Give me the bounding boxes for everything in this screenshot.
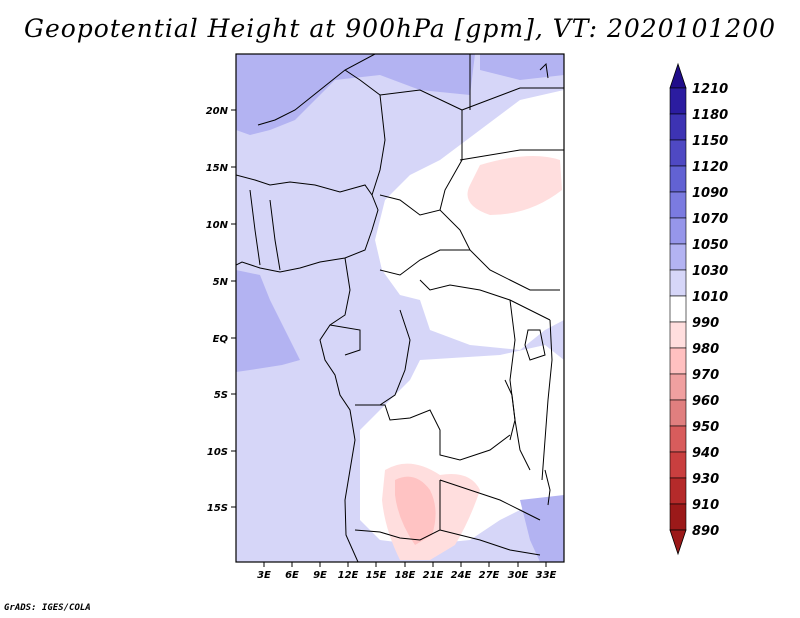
map-title: Geopotential Height at 900hPa [gpm], VT:… [23, 14, 777, 43]
colorbar-band [669, 425, 687, 453]
colorbar-band [669, 321, 687, 349]
colorbar-level-label: 890 [692, 524, 719, 539]
colorbar-level-label: 910 [692, 498, 719, 513]
lon-tick-label: 24E [451, 570, 472, 581]
lake-tanganyika [504, 379, 516, 441]
border-inland-west [269, 199, 281, 271]
field-970-980-south [395, 476, 436, 545]
lat-tick-label: 5N [213, 277, 229, 288]
colorbar-band [669, 373, 687, 401]
border-gabon [329, 324, 361, 356]
colorbar-level-label: 1120 [692, 160, 728, 175]
lat-axis: 20N 15N 10N 5N EQ 5S 10S 15S [206, 106, 236, 514]
border-chad-sudan [459, 149, 564, 161]
lon-tick-label: 33E [536, 570, 557, 581]
colorbar-band [669, 217, 687, 245]
map-frame [235, 53, 565, 563]
colorbar-level-label: 1070 [692, 212, 728, 227]
border-angola-drc [355, 404, 511, 461]
border-caprivi [439, 529, 541, 556]
west-central-coast [319, 257, 359, 562]
colorbar-band [669, 243, 687, 271]
colorbar-band [669, 399, 687, 427]
field-980-990-northeast [467, 156, 562, 215]
border-chad-north [379, 89, 463, 211]
colorbar-level-label: 1030 [692, 264, 728, 279]
colorbar-level-label: 930 [692, 472, 719, 487]
lon-tick-label: 15E [366, 570, 387, 581]
lake-victoria [524, 329, 546, 361]
colorbar-band [669, 87, 687, 115]
colorbar-level-label: 1180 [692, 108, 728, 123]
lon-tick-label: 12E [338, 570, 359, 581]
lon-tick-label: 27E [479, 570, 500, 581]
colorbar-level-label: 1090 [692, 186, 728, 201]
field-990-1010-center [375, 90, 564, 350]
colorbar-level-label: 980 [692, 342, 719, 357]
colorbar-level-label: 1210 [692, 82, 728, 97]
colorbar-band [669, 191, 687, 219]
lat-tick-label: 15S [207, 503, 228, 514]
colorbar-band [669, 347, 687, 375]
colorbar-band [669, 503, 687, 531]
colorbar-band [669, 139, 687, 167]
lon-tick-label: 9E [313, 570, 327, 581]
colorbar-band [669, 451, 687, 479]
lat-tick-label: EQ [213, 334, 229, 345]
height-field [236, 54, 564, 562]
border-west-coast [249, 189, 261, 266]
border-car-drc [419, 279, 551, 321]
lake-malawi [544, 469, 551, 506]
lon-tick-label: 21E [423, 570, 444, 581]
lat-tick-label: 10N [206, 220, 229, 231]
colorbar-level-label: 960 [692, 394, 719, 409]
field-1030-1050-northeast [480, 54, 564, 80]
colorbar-band [669, 165, 687, 193]
field-1030-1050-north [236, 54, 475, 135]
field-1030-1050-gulf [236, 270, 300, 372]
border-central-north [379, 194, 560, 291]
colorbar-level-label: 940 [692, 446, 719, 461]
colorbar: 1210 1180 1150 1120 1090 1070 1050 1030 1010 990 9… [669, 62, 728, 556]
border-east [541, 319, 553, 481]
border-zambia-south [439, 479, 541, 521]
colorbar-band [669, 113, 687, 141]
lat-tick-label: 10S [207, 447, 228, 458]
colorbar-level-label: 990 [692, 316, 719, 331]
colorbar-level-label: 1010 [692, 290, 728, 305]
nile-delta [539, 62, 549, 79]
political-boundaries [236, 54, 564, 562]
lon-tick-label: 30E [508, 570, 529, 581]
border-algeria-mali [257, 54, 376, 126]
field-1030-1050-southeast [520, 495, 564, 562]
border-libya-sudan [461, 87, 564, 111]
colorbar-band [669, 477, 687, 505]
colorbar-level-label: 970 [692, 368, 719, 383]
grads-credit: GrADS: IGES/COLA [4, 603, 91, 613]
border-angola-namibia [354, 480, 441, 541]
lon-tick-label: 18E [395, 570, 416, 581]
colorbar-arrow-top [669, 62, 687, 89]
lat-tick-label: 15N [206, 163, 229, 174]
west-africa-coast [236, 174, 379, 273]
colorbar-level-label: 950 [692, 420, 719, 435]
lat-tick-label: 20N [206, 106, 229, 117]
border-car-cameroon [379, 249, 470, 276]
colorbar-arrow-bottom [669, 529, 687, 556]
colorbar-level-label: 1050 [692, 238, 728, 253]
lon-axis: 3E 6E 9E 12E 15E 18E 21E 24E 27E 30E 33E [257, 562, 557, 581]
border-niger-west [344, 69, 386, 196]
colorbar-band [669, 295, 687, 323]
lat-tick-label: 5S [214, 390, 228, 401]
colorbar-level-label: 1150 [692, 134, 728, 149]
lon-tick-label: 3E [257, 570, 271, 581]
lon-tick-label: 6E [285, 570, 299, 581]
colorbar-band [669, 269, 687, 297]
